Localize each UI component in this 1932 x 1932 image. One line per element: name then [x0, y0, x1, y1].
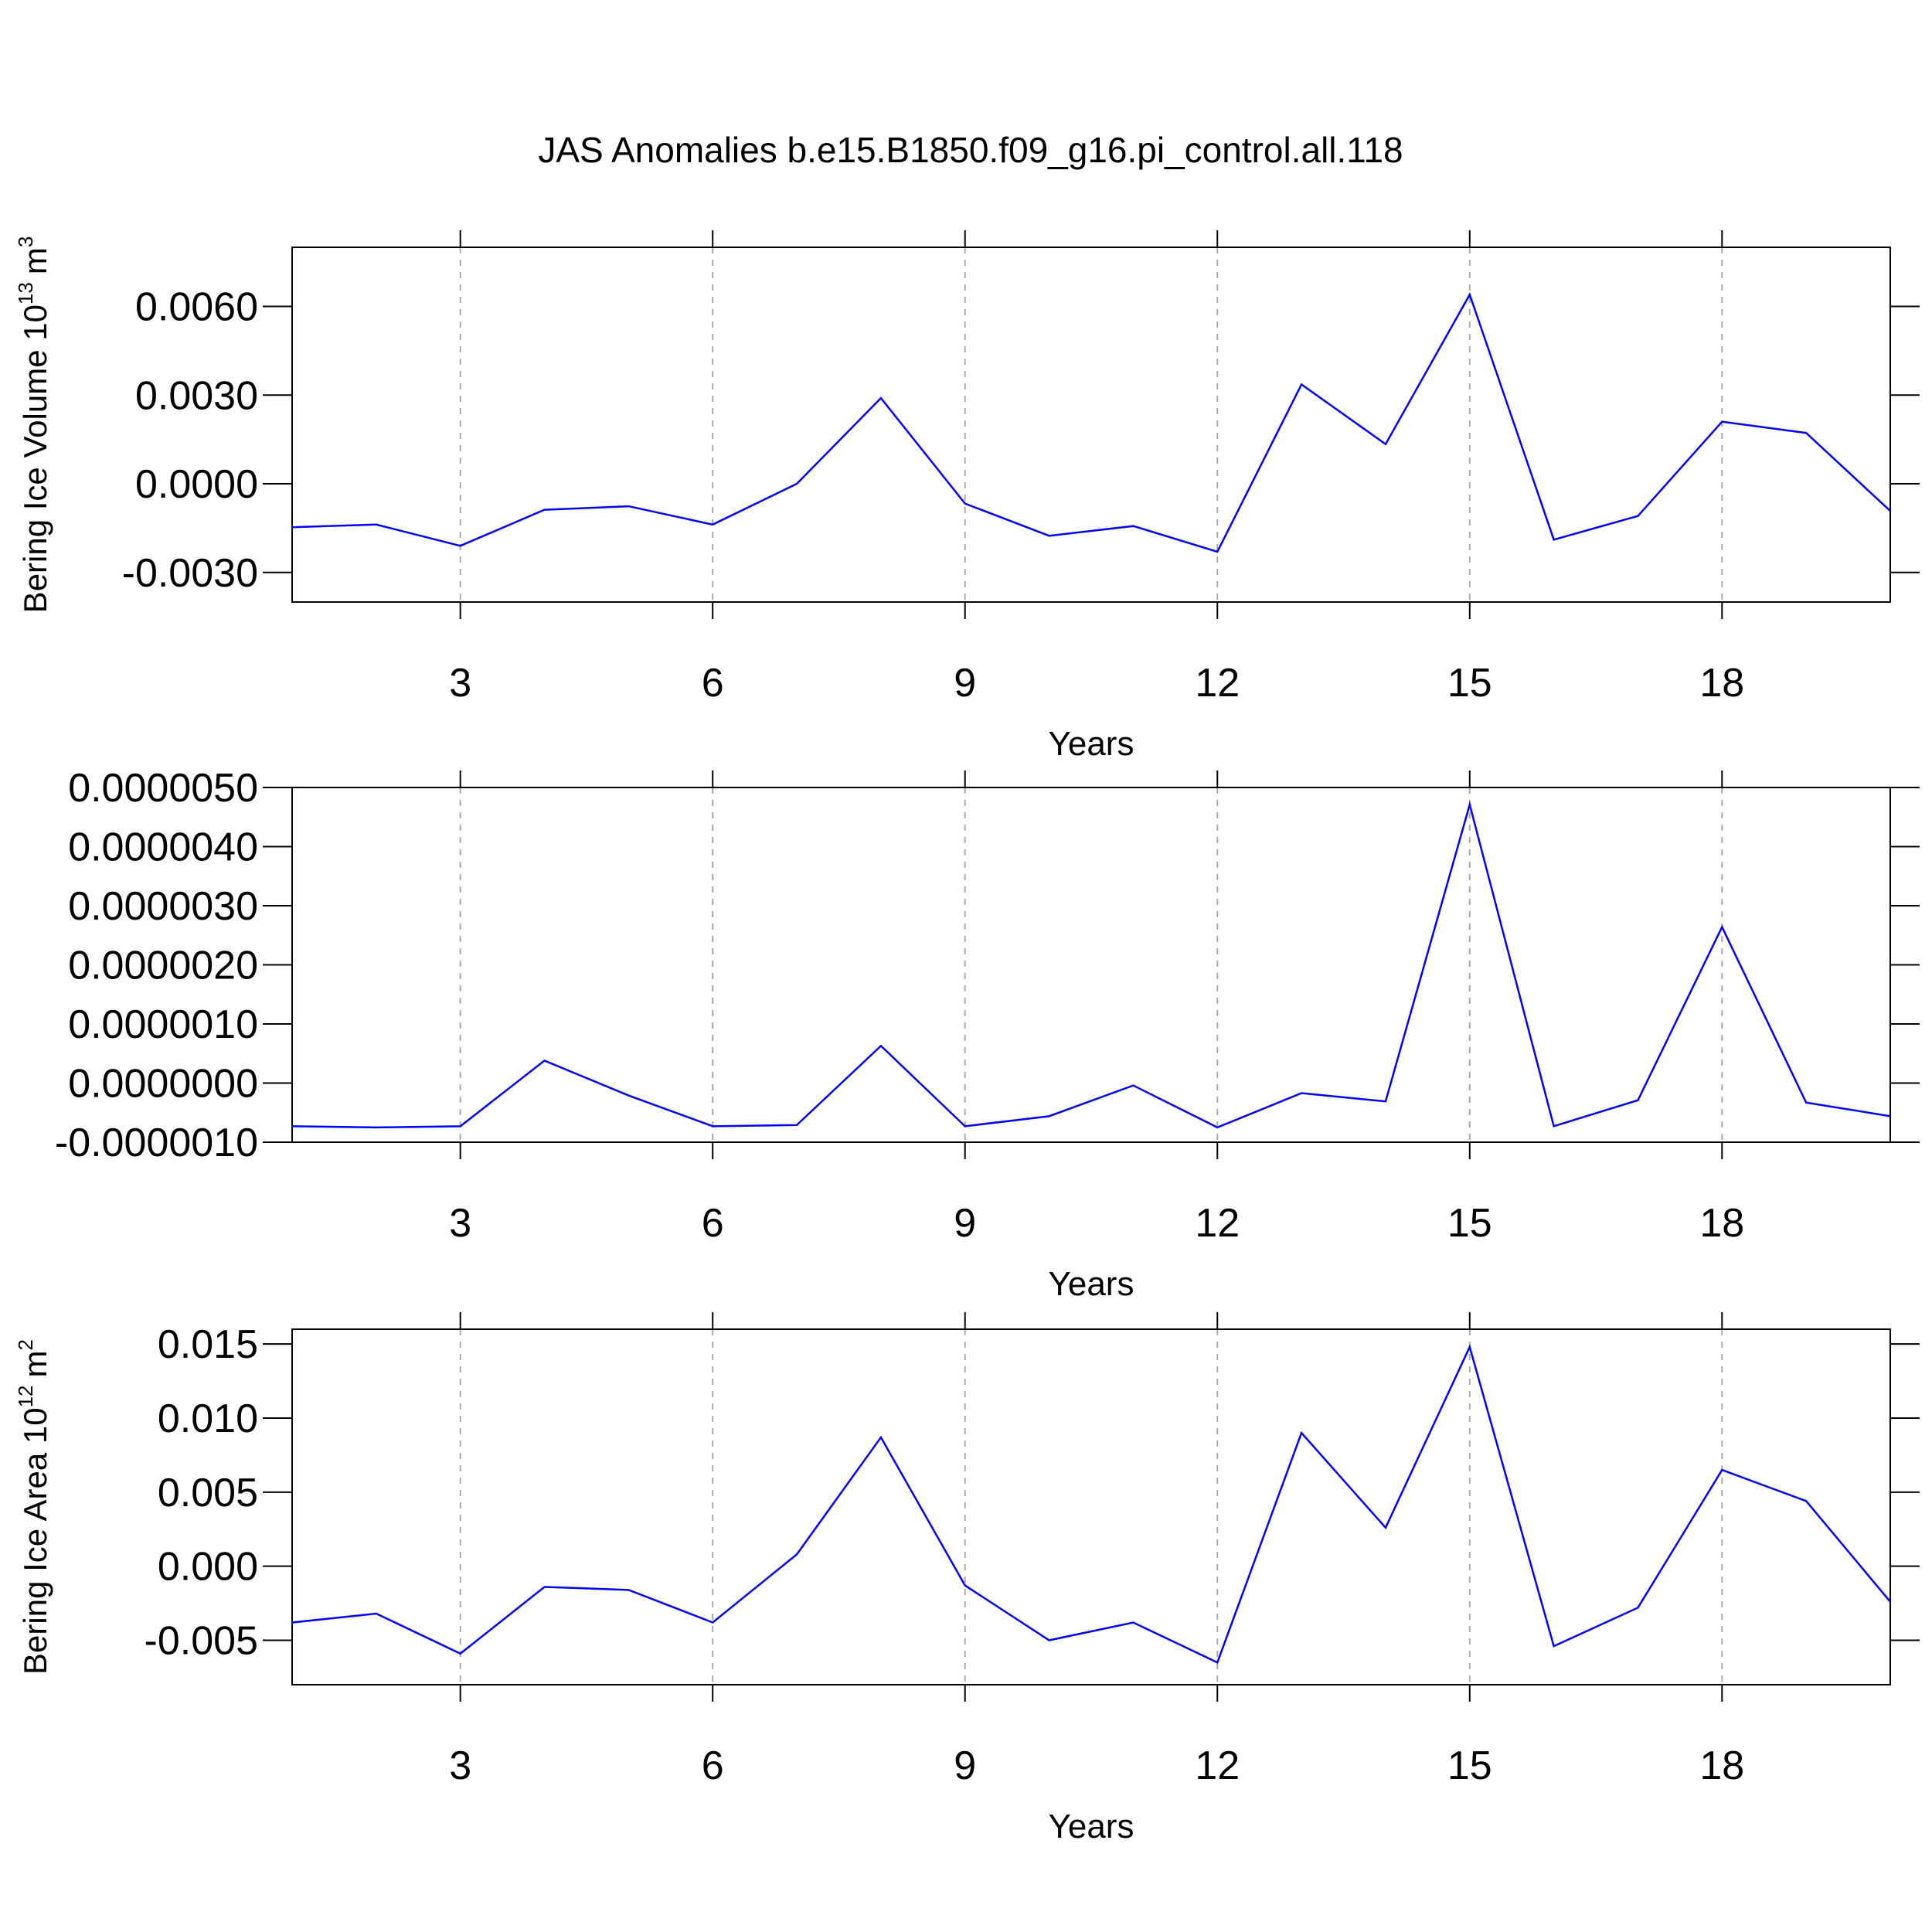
x-tick-label: 9	[954, 661, 976, 706]
x-tick-label: 6	[702, 1743, 724, 1788]
x-tick-label: 15	[1447, 661, 1492, 706]
x-tick-label: 6	[702, 661, 724, 706]
data-line	[291, 801, 1891, 1129]
y-tick-label: 0.0000030	[68, 884, 258, 929]
x-tick-label: 12	[1195, 1743, 1240, 1788]
y-tick-label: 0.015	[158, 1322, 258, 1367]
y-axis-label-part: 13	[14, 282, 37, 304]
x-tick-label: 9	[954, 1743, 976, 1788]
x-tick-label: 12	[1195, 1201, 1240, 1246]
x-tick-label: 3	[449, 1201, 471, 1246]
x-axis-label: Years	[1049, 725, 1134, 763]
y-axis-label-part: Bering Ice Area 10	[17, 1407, 53, 1675]
x-axis-label: Years	[1049, 1265, 1134, 1303]
x-tick-label: 9	[954, 1201, 976, 1246]
x-tick-label: 12	[1195, 661, 1240, 706]
x-tick-label: 6	[702, 1201, 724, 1246]
y-tick-label: -0.0000010	[55, 1121, 258, 1165]
y-axis-label-part: Bering Ice Volume 10	[17, 304, 53, 613]
data-line	[291, 1344, 1891, 1664]
y-tick-label: 0.0000050	[68, 766, 258, 811]
y-tick-label: 0.0030	[135, 373, 258, 418]
y-axis-label-part: 2	[14, 1339, 37, 1350]
x-axis-label: Years	[1049, 1808, 1134, 1845]
y-tick-label: 0.010	[158, 1396, 258, 1441]
plot-frame	[291, 1328, 1891, 1685]
plot-frame	[291, 247, 1891, 603]
y-tick-label: 0.000	[158, 1545, 258, 1590]
x-tick-label: 3	[449, 661, 471, 706]
y-axis-label-part: 12	[14, 1385, 37, 1407]
y-tick-label: 0.0000000	[68, 1062, 258, 1107]
y-tick-label: -0.0030	[122, 551, 258, 596]
y-axis-label: Bering Ice Area 1012 m2	[14, 1339, 53, 1675]
y-axis-label-part: m	[17, 247, 53, 274]
chart-title: JAS Anomalies b.e15.B1850.f09_g16.pi_con…	[538, 130, 1403, 170]
y-axis-label: Bering Ice Volume 1013 m3	[14, 236, 53, 614]
x-tick-label: 18	[1699, 1201, 1744, 1246]
y-tick-label: 0.0000010	[68, 1002, 258, 1047]
y-tick-label: 0.005	[158, 1471, 258, 1515]
y-tick-label: 0.0060	[135, 285, 258, 330]
x-tick-label: 18	[1699, 1743, 1744, 1788]
plot-frame	[291, 787, 1891, 1143]
y-tick-label: 0.0000040	[68, 825, 258, 870]
x-tick-label: 18	[1699, 661, 1744, 706]
y-tick-label: 0.0000020	[68, 944, 258, 988]
x-tick-label: 3	[449, 1743, 471, 1788]
x-tick-label: 15	[1447, 1201, 1492, 1246]
y-tick-label: -0.005	[145, 1619, 258, 1664]
y-axis-label-part: m	[17, 1350, 53, 1377]
x-tick-label: 15	[1447, 1743, 1492, 1788]
y-tick-label: 0.0000	[135, 462, 258, 507]
data-line	[291, 292, 1891, 553]
y-axis-label-part: 3	[14, 236, 37, 247]
